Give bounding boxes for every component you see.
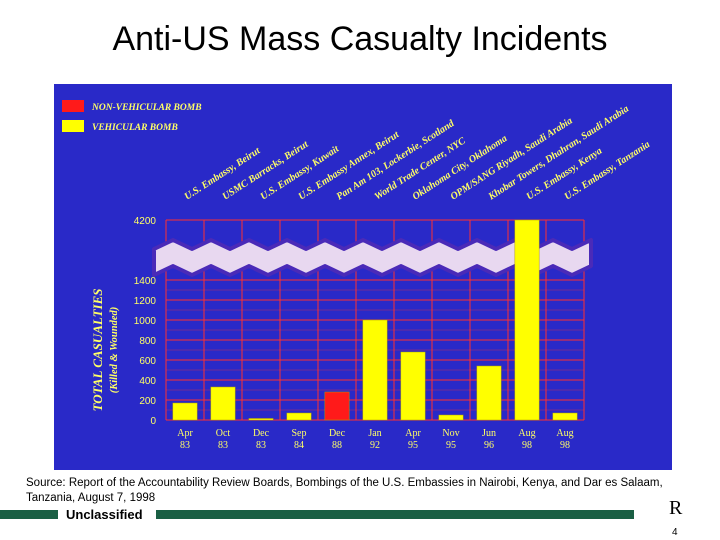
x-tick-month: Dec [253,428,270,439]
chart-panel: NON-VEHICULAR BOMB VEHICULAR BOMB U.S. Em… [54,84,672,470]
x-tick-year: 96 [484,440,494,451]
x-tick-month: Oct [216,428,231,439]
casualties-chart: NON-VEHICULAR BOMB VEHICULAR BOMB U.S. Em… [62,100,653,451]
bar-vehicular [400,351,426,421]
x-tick-year: 92 [370,440,380,451]
y-axis-title: TOTAL CASUALTIES [90,289,105,412]
footer-bar-right [156,510,634,519]
x-tick-year: 95 [408,440,418,451]
incident-label: Khobar Towers, Dhahran, Saudi Arabia [486,103,631,203]
bar-vehicular [172,402,198,421]
x-tick-year: 83 [218,440,228,451]
x-tick-month: Jan [368,428,381,439]
y-tick-label: 600 [139,356,156,367]
y-tick-label: 800 [139,336,156,347]
x-tick-month: Sep [292,428,307,439]
break-band-shape [152,238,593,277]
footer-bar-left [0,510,58,519]
bar-vehicular [514,219,540,421]
bar-vehicular [286,412,312,421]
x-tick-month: Apr [177,428,193,439]
legend-swatch [62,100,84,112]
x-tick-year: 98 [522,440,532,451]
classification-label: Unclassified [66,507,143,522]
y-tick-label: 1400 [134,276,157,287]
legend-label: VEHICULAR BOMB [92,123,178,133]
y-tick-label: 1000 [134,316,157,327]
bar-vehicular [248,418,274,421]
x-tick-year: 84 [294,440,304,451]
axis-break-band [152,238,593,277]
x-tick-month: Dec [329,428,346,439]
y-tick-label: 1200 [134,296,157,307]
y-tick-label: 200 [139,396,156,407]
x-tick-month: Nov [442,428,459,439]
x-tick-labels: Apr83Oct83Dec83Sep84Dec88Jan92Apr95Nov95… [177,428,573,451]
y-tick-label: 0 [150,416,156,427]
legend-label: NON-VEHICULAR BOMB [91,103,202,113]
x-tick-month: Apr [405,428,421,439]
bar-vehicular [210,386,236,421]
bar-vehicular [438,414,464,421]
bars [172,219,578,421]
x-tick-year: 98 [560,440,570,451]
slide-title: Anti-US Mass Casualty Incidents [112,20,608,58]
bar-vehicular [476,365,502,421]
y-axis-label: TOTAL CASUALTIES (Killed & Wounded) [90,289,120,412]
x-tick-month: Aug [518,428,535,439]
x-tick-year: 88 [332,440,342,451]
bar-vehicular [362,319,388,421]
x-tick-month: Jun [482,428,496,439]
x-tick-year: 83 [256,440,266,451]
bar-non-vehicular [324,391,350,421]
legend-swatch [62,120,84,132]
bar-vehicular [552,412,578,421]
x-tick-year: 83 [180,440,190,451]
y-tick-labels: 0 200 400 600 800 1000 1200 1400 4200 [134,216,157,427]
logo-mark: R [669,497,683,519]
chart-legend: NON-VEHICULAR BOMB VEHICULAR BOMB [62,100,202,133]
y-axis-subtitle: (Killed & Wounded) [109,307,120,394]
x-tick-month: Aug [556,428,573,439]
y-tick-label: 4200 [134,216,157,227]
source-note: Source: Report of the Accountability Rev… [26,477,663,504]
page-number: 4 [672,527,678,538]
y-tick-label: 400 [139,376,156,387]
x-tick-year: 95 [446,440,456,451]
